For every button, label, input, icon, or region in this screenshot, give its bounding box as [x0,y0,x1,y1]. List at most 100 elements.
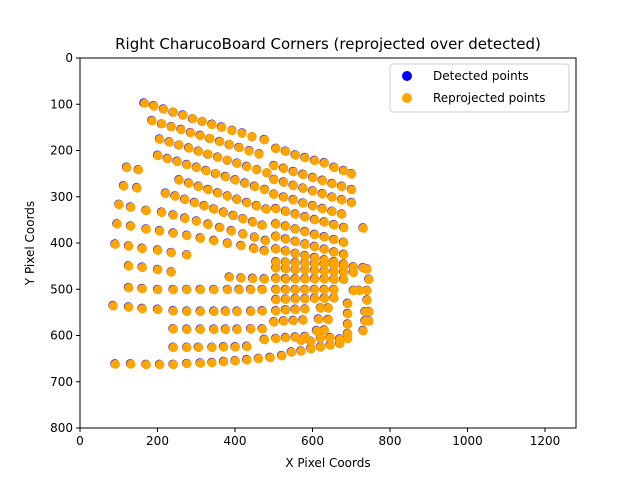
reprojected-point [124,302,134,312]
reprojected-point [174,175,184,185]
reprojected-point [310,274,320,284]
reprojected-point [178,110,188,120]
reprojected-point [290,224,301,234]
reprojected-point [306,344,316,354]
reprojected-point [310,266,320,276]
reprojected-point [230,175,240,185]
reprojected-point [362,264,372,274]
reprojected-point [318,204,328,214]
reprojected-point [290,274,301,284]
reprojected-point [132,183,142,193]
reprojected-point [140,98,150,108]
reprojected-point [281,305,291,315]
reprojected-point [122,163,132,173]
reprojected-point [221,306,231,317]
reprojected-point [337,195,347,205]
reprojected-point [271,295,281,305]
reprojected-point [242,198,252,208]
reprojected-point [257,306,268,316]
reprojected-point [184,178,194,188]
reprojected-point [223,191,233,201]
reprojected-point [319,325,330,335]
reprojected-point [186,128,196,138]
reprojected-point [141,206,151,216]
reprojected-point [114,200,124,210]
reprojected-point [137,284,147,294]
reprojected-point [279,316,289,326]
reprojected-point [230,342,240,352]
reprojected-point [232,194,242,205]
reprojected-point [149,101,159,111]
reprojected-point [247,132,257,142]
reprojected-point [364,307,374,317]
y-tick-label: 600 [50,329,73,343]
reprojected-point [223,285,233,295]
reprojected-point [296,346,306,356]
y-tick-label: 300 [50,190,73,204]
reprojected-point [168,228,178,238]
reprojected-point [194,182,204,192]
reprojected-point [166,248,176,258]
reprojected-point [168,342,178,353]
reprojected-point [137,304,147,314]
reprojected-point [203,149,213,159]
reprojected-point [271,306,281,316]
reprojected-point [219,342,229,352]
reprojected-point [281,146,291,156]
reprojected-point [259,185,270,195]
reprojected-point [329,285,339,295]
reprojected-point [168,285,178,295]
reprojected-point [281,285,291,295]
legend-label-detected: Detected points [433,69,529,83]
reprojected-point [237,128,247,138]
reprojected-point [261,236,271,246]
reprojected-point [257,285,268,295]
reprojected-point [265,353,275,363]
reprojected-point [155,134,165,144]
reprojected-point [269,175,279,185]
reprojected-point [215,137,225,147]
reprojected-point [290,265,301,275]
reprojected-point [161,188,171,199]
y-tick-label: 200 [50,144,73,158]
reprojected-point [319,285,330,295]
reprojected-point [318,176,328,186]
reprojected-point [166,122,176,132]
reprojected-point [362,295,372,305]
reprojected-point [343,319,353,329]
reprojected-point [219,207,229,218]
reprojected-point [188,114,198,124]
reprojected-point [314,314,324,324]
reprojected-point [254,149,264,159]
reprojected-point [277,351,287,361]
reprojected-point [155,226,165,236]
reprojected-point [124,241,134,251]
reprojected-point [296,336,306,346]
reprojected-point [133,165,144,175]
reprojected-point [308,186,318,196]
reprojected-point [310,242,320,252]
y-tick-label: 0 [65,51,73,65]
reprojected-point [329,163,339,173]
reprojected-point [339,237,349,248]
reprojected-point [172,157,182,167]
reprojected-point [240,178,250,188]
reprojected-point [248,217,258,227]
reprojected-point [300,294,310,304]
reprojected-point [298,198,308,208]
reprojected-point [337,182,347,192]
reprojected-point [213,188,223,198]
reprojected-point [236,273,246,283]
reprojected-point [310,230,320,240]
reprojected-point [261,204,271,214]
reprojected-point [182,306,192,317]
reprojected-point [323,315,333,325]
reprojected-point [238,229,248,239]
reprojected-point [228,211,239,221]
reprojected-point [279,177,289,187]
reprojected-point [244,146,254,156]
reprojected-point [306,336,316,347]
reprojected-point [250,182,260,192]
reprojected-point [147,116,157,126]
